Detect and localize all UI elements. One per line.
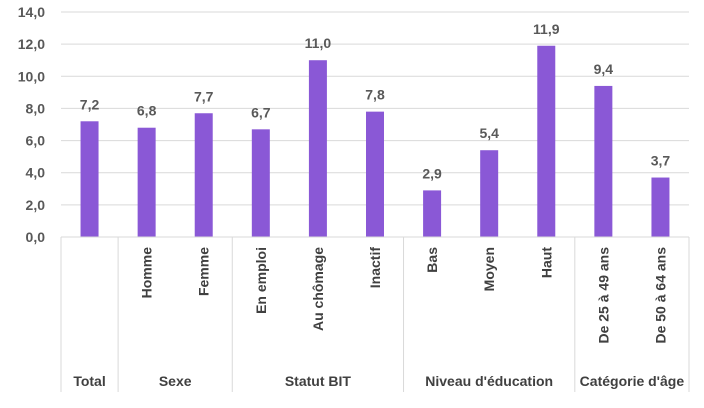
bar: [651, 177, 670, 237]
category-label: Homme: [139, 247, 155, 299]
group-label: Sexe: [159, 373, 192, 389]
category-label: Femme: [196, 247, 212, 296]
group-label: Niveau d'éducation: [425, 373, 553, 389]
category-label: Moyen: [481, 247, 497, 291]
y-tick-label: 8,0: [26, 100, 46, 116]
data-label: 7,2: [80, 96, 100, 112]
data-label: 7,7: [194, 88, 214, 104]
category-label: Au chômage: [310, 247, 326, 331]
data-label: 6,8: [137, 103, 157, 119]
data-label: 11,9: [533, 21, 560, 37]
y-axis-ticks: 0,0 2,0 4,0 6,0 8,0 10,0 12,0 14,0: [18, 4, 45, 245]
bar: [537, 45, 556, 237]
y-tick-label: 0,0: [26, 229, 46, 245]
category-label: Bas: [424, 247, 440, 273]
bar: [423, 190, 442, 237]
data-label: 7,8: [365, 87, 385, 103]
y-tick-label: 14,0: [18, 4, 45, 20]
data-label: 11,0: [305, 35, 332, 51]
data-label: 5,4: [479, 125, 499, 141]
group-label: Statut BIT: [285, 373, 352, 389]
bar: [480, 150, 499, 237]
data-labels: 7,2 6,8 7,7 6,7 11,0 7,8 2,9 5,4 11,9 9,4 3,7: [80, 21, 671, 182]
y-tick-label: 4,0: [26, 165, 46, 181]
category-label: Inactif: [367, 247, 383, 289]
y-tick-label: 6,0: [26, 133, 46, 149]
bar: [594, 85, 613, 237]
category-label: En emploi: [253, 247, 269, 314]
bar: [251, 129, 270, 237]
y-tick-label: 12,0: [18, 36, 45, 52]
category-label: De 25 à 49 ans: [595, 247, 611, 344]
data-label: 9,4: [594, 61, 614, 77]
data-label: 2,9: [422, 165, 442, 181]
bar: [194, 113, 213, 237]
y-tick-label: 2,0: [26, 197, 46, 213]
x-axis: Homme Femme En emploi Au chômage Inactif Bas M…: [60, 236, 690, 392]
data-label: 3,7: [651, 153, 671, 169]
category-label: De 50 à 64 ans: [652, 247, 668, 344]
group-label: Catégorie d'âge: [580, 373, 685, 389]
y-tick-label: 10,0: [18, 68, 45, 84]
bar: [308, 60, 327, 237]
data-label: 6,7: [251, 104, 271, 120]
bar: [137, 127, 156, 237]
group-label: Total: [73, 373, 105, 389]
category-label: Haut: [538, 247, 554, 278]
bars: [80, 45, 670, 237]
bar: [80, 121, 99, 237]
bar: [366, 111, 384, 237]
